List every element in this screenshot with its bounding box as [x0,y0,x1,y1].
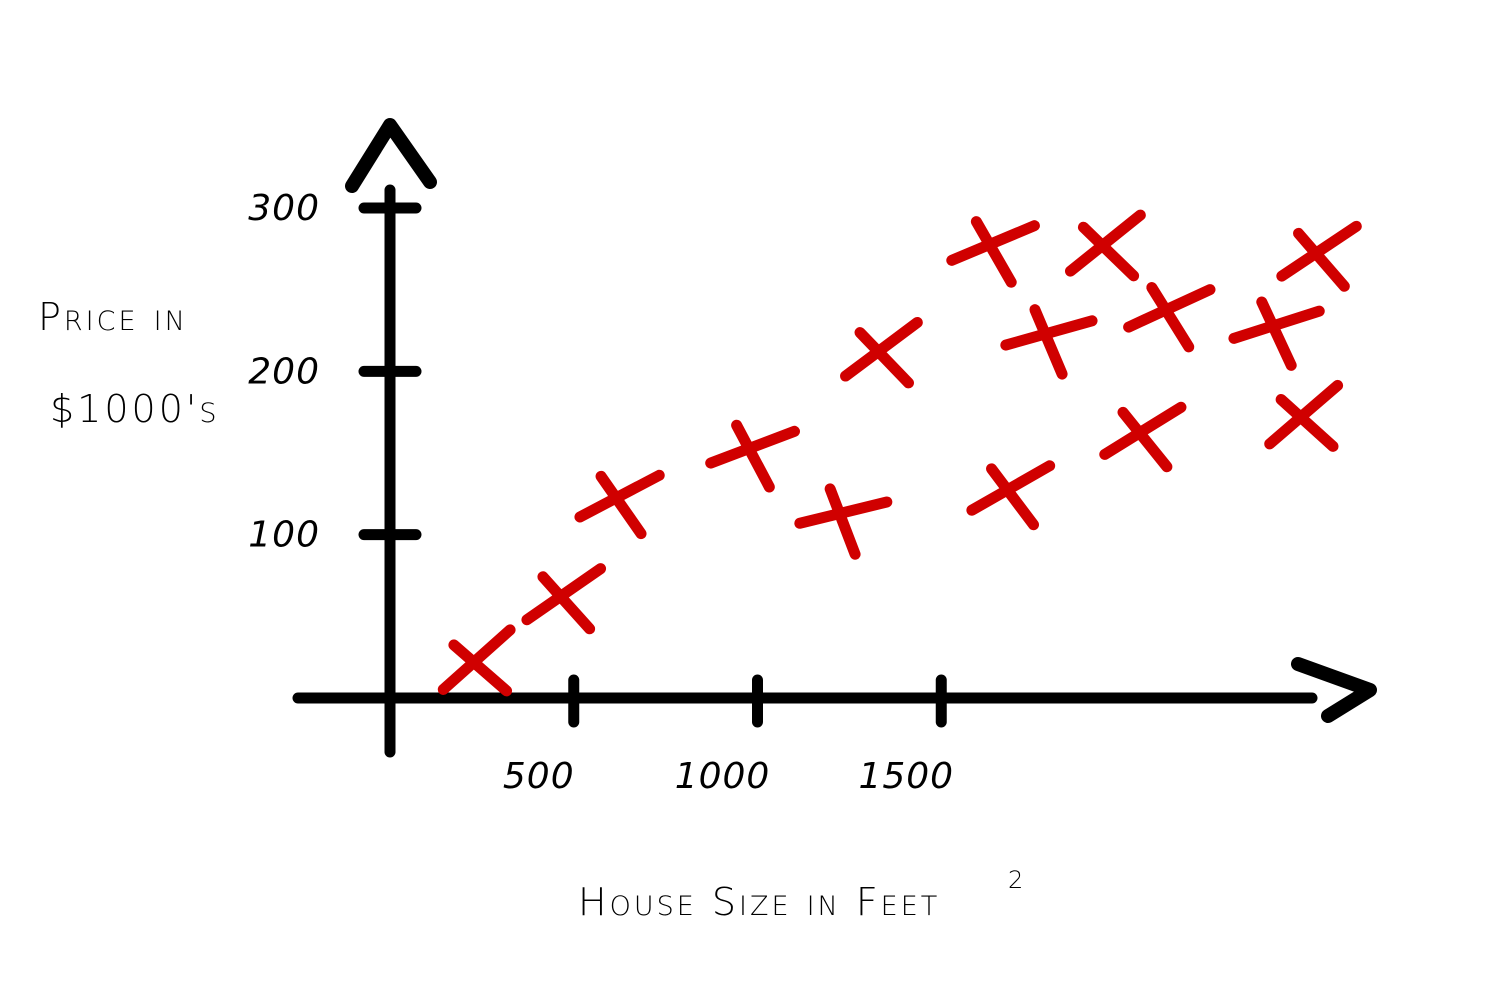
data-point [1123,282,1216,353]
data-points [437,209,1362,697]
x-axis-arrowhead [1291,657,1377,723]
data-point [574,469,665,540]
data-point [1000,304,1098,380]
x-axis-title-superscript: 2 [1008,866,1023,894]
data-point [521,563,607,635]
data-point [966,460,1056,531]
x-axis-title: House Size in Feet [578,880,940,924]
data-point [794,483,893,560]
data-point [946,216,1040,288]
x-tick-label: 500 [503,756,575,797]
y-tick-label: 100 [248,515,320,556]
y-axis-ticks: 100 200 300 [248,188,422,556]
data-point [437,624,516,697]
y-tick-label: 300 [248,188,320,229]
data-point [840,316,923,389]
y-axis-title-line1: Price in [38,295,188,339]
data-point [1228,296,1325,371]
y-axis-arrowhead [345,118,437,193]
x-tick-label: 1000 [675,756,771,797]
y-axis-title-line2: $1000's [50,387,219,431]
x-axis-ticks: 500 1000 1500 [503,674,954,797]
data-point [1276,220,1362,292]
data-point [705,419,800,493]
data-point [1099,401,1187,473]
data-point [1264,379,1344,452]
x-tick-label: 1500 [858,756,954,797]
y-tick-label: 200 [248,351,320,392]
data-point [1064,209,1146,282]
